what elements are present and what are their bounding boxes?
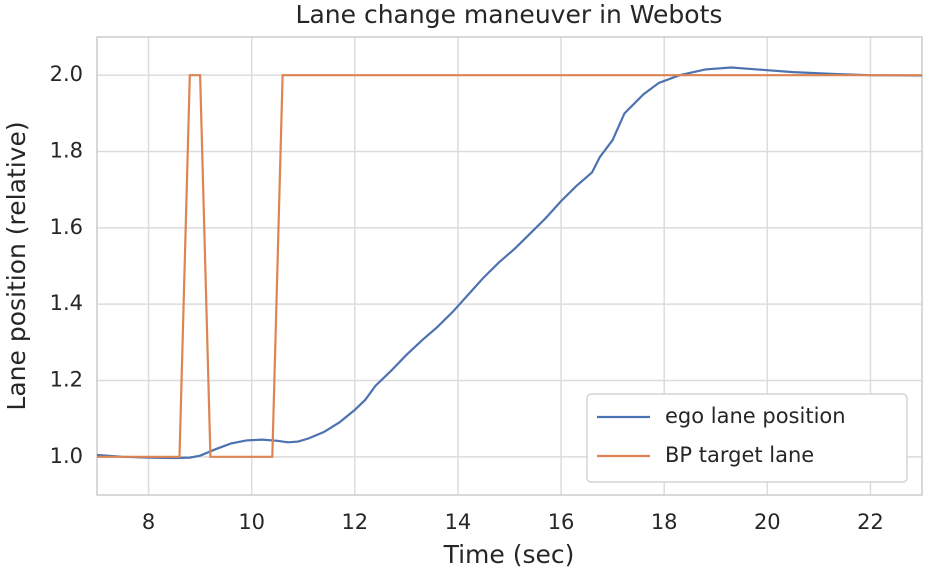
legend-box [586,393,908,483]
y-tick-label: 1.2 [50,368,83,392]
legend-label: BP target lane [665,443,814,467]
y-tick-label: 1.4 [50,291,83,315]
x-tick-label: 18 [651,510,678,534]
legend-label: ego lane position [665,404,846,428]
series-line [97,66,922,460]
x-tick-label: 22 [857,510,884,534]
plot-frame [96,36,923,496]
x-tick-label: 10 [238,510,265,534]
x-tick-label: 20 [754,510,781,534]
x-axis-label: Time (sec) [443,540,575,569]
y-tick-label: 1.0 [50,444,83,468]
y-tick-label: 2.0 [50,62,83,86]
y-tick-label: 1.8 [50,139,83,163]
series-line [97,74,922,458]
x-tick-label: 12 [341,510,368,534]
x-tick-label: 16 [548,510,575,534]
y-axis-label: Lane position (relative) [2,121,31,410]
y-tick-label: 1.6 [50,215,83,239]
chart-title: Lane change maneuver in Webots [296,0,723,29]
x-tick-label: 8 [142,510,155,534]
x-tick-label: 14 [445,510,472,534]
